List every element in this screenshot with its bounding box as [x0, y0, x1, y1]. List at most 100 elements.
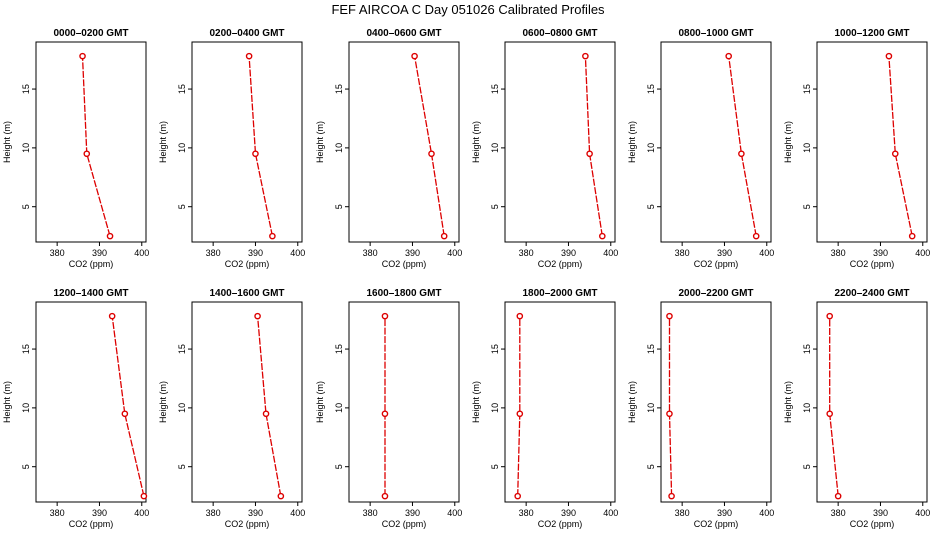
y-tick-label: 5 — [802, 204, 812, 209]
profile-line — [111, 316, 145, 497]
y-tick-label: 10 — [802, 403, 812, 413]
data-point — [254, 312, 261, 320]
y-tick-label: 5 — [177, 464, 187, 469]
panel-10: 1800–2000 GMT 380 390 400 5 10 15 CO2 (ppm) Heig… — [471, 288, 618, 529]
y-axis-label: Height (m) — [783, 121, 793, 163]
x-tick-label: 390 — [248, 508, 263, 518]
x-axis-label: CO2 (ppm) — [538, 519, 583, 529]
y-axis-label: Height (m) — [2, 121, 12, 163]
y-axis-label: Height (m) — [315, 121, 325, 163]
y-tick-label: 15 — [334, 344, 344, 354]
data-point — [516, 410, 524, 418]
y-tick-label: 15 — [802, 344, 812, 354]
panel-title: 0200–0400 GMT — [209, 28, 284, 39]
plot-frame — [816, 41, 928, 243]
y-tick-label: 10 — [334, 143, 344, 153]
y-axis-label: Height (m) — [315, 381, 325, 423]
profile-line — [81, 56, 111, 237]
x-tick-label: 390 — [873, 508, 888, 518]
panel-title: 1000–1200 GMT — [834, 28, 909, 39]
x-tick-label: 390 — [717, 508, 732, 518]
x-tick-label: 390 — [405, 508, 420, 518]
data-point — [834, 492, 842, 500]
panel-title: 1400–1600 GMT — [209, 288, 284, 299]
plot-frame — [660, 301, 772, 503]
data-point — [269, 232, 276, 240]
x-tick-label: 390 — [561, 248, 576, 258]
profile-line — [829, 316, 839, 497]
plot-frame — [816, 301, 928, 503]
profile-line — [668, 316, 673, 497]
y-tick-label: 10 — [21, 403, 31, 413]
data-point — [666, 410, 673, 418]
data-point — [108, 312, 116, 320]
figure-title: FEF AIRCOA C Day 051026 Calibrated Profi… — [331, 2, 605, 17]
profile-line — [517, 316, 521, 497]
y-tick-label: 5 — [21, 204, 31, 209]
data-point — [277, 492, 285, 500]
y-tick-label: 15 — [177, 84, 187, 94]
panel-title: 1200–1400 GMT — [53, 288, 128, 299]
y-tick-label: 15 — [177, 344, 187, 354]
y-tick-label: 15 — [646, 84, 656, 94]
y-tick-label: 15 — [334, 84, 344, 94]
panels-grid: 0000–0200 GMT 380 390 400 5 10 15 CO2 (ppm) Heig… — [2, 28, 930, 529]
data-point — [514, 492, 521, 500]
panel-5: 0800–1000 GMT 380 390 400 5 10 15 CO2 (ppm) Heig… — [627, 28, 774, 269]
y-axis-label: Height (m) — [471, 121, 481, 163]
panel-title: 0000–0200 GMT — [53, 28, 128, 39]
data-point — [516, 312, 524, 320]
x-tick-label: 390 — [717, 248, 732, 258]
x-tick-label: 390 — [248, 248, 263, 258]
y-axis-label: Height (m) — [627, 121, 637, 163]
x-tick-label: 380 — [519, 248, 534, 258]
x-tick-label: 400 — [603, 248, 618, 258]
profile-line — [256, 316, 282, 497]
panel-7: 1200–1400 GMT 380 390 400 5 10 15 CO2 (ppm) Heig… — [2, 288, 149, 529]
y-axis-label: Height (m) — [158, 381, 168, 423]
y-tick-label: 10 — [177, 403, 187, 413]
x-tick-label: 400 — [915, 508, 930, 518]
plot-frame — [35, 301, 147, 503]
x-tick-label: 390 — [561, 508, 576, 518]
x-tick-label: 380 — [50, 508, 65, 518]
x-tick-label: 380 — [50, 248, 65, 258]
data-point — [885, 52, 893, 60]
data-point — [83, 150, 91, 158]
panel-title: 2000–2200 GMT — [678, 288, 753, 299]
plot-frame — [660, 41, 772, 243]
panel-2: 0200–0400 GMT 380 390 400 5 10 15 CO2 (ppm) Heig… — [158, 28, 305, 269]
data-point — [826, 312, 833, 320]
data-point — [599, 232, 606, 240]
x-tick-label: 380 — [206, 248, 221, 258]
panel-title: 0400–0600 GMT — [366, 28, 441, 39]
x-tick-label: 380 — [831, 248, 846, 258]
y-tick-label: 10 — [646, 403, 656, 413]
x-tick-label: 400 — [603, 508, 618, 518]
panel-4: 0600–0800 GMT 380 390 400 5 10 15 CO2 (ppm) Heig… — [471, 28, 618, 269]
x-axis-label: CO2 (ppm) — [225, 259, 270, 269]
x-axis-label: CO2 (ppm) — [69, 259, 114, 269]
panel-title: 0800–1000 GMT — [678, 28, 753, 39]
x-tick-label: 400 — [915, 248, 930, 258]
y-tick-label: 15 — [490, 84, 500, 94]
y-tick-label: 5 — [646, 204, 656, 209]
y-tick-label: 5 — [334, 464, 344, 469]
profile-line — [248, 56, 274, 237]
y-tick-label: 10 — [334, 403, 344, 413]
x-tick-label: 400 — [290, 248, 305, 258]
x-axis-label: CO2 (ppm) — [538, 259, 583, 269]
x-axis-label: CO2 (ppm) — [850, 259, 895, 269]
panel-3: 0400–0600 GMT 380 390 400 5 10 15 CO2 (ppm) Heig… — [315, 28, 462, 269]
y-axis-label: Height (m) — [158, 121, 168, 163]
x-tick-label: 380 — [363, 508, 378, 518]
y-tick-label: 15 — [21, 84, 31, 94]
plot-frame — [35, 41, 147, 243]
y-tick-label: 5 — [334, 204, 344, 209]
x-tick-label: 400 — [759, 248, 774, 258]
panel-6: 1000–1200 GMT 380 390 400 5 10 15 CO2 (ppm) Heig… — [783, 28, 930, 269]
data-point — [381, 492, 389, 500]
y-tick-label: 5 — [177, 204, 187, 209]
panel-11: 2000–2200 GMT 380 390 400 5 10 15 CO2 (ppm) Heig… — [627, 288, 774, 529]
